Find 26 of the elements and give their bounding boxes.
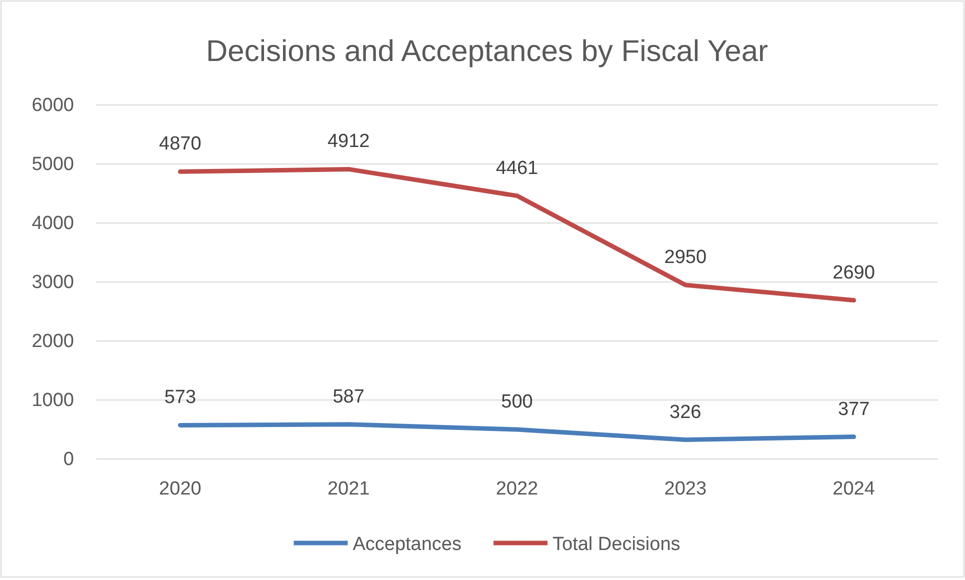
y-tick-label: 1000 xyxy=(32,390,74,412)
line-series xyxy=(178,422,856,442)
data-label: 587 xyxy=(332,386,364,408)
x-tick-label: 2021 xyxy=(327,478,370,500)
data-label: 4912 xyxy=(327,131,370,152)
data-label: 2950 xyxy=(664,246,707,268)
x-tick-label: 2022 xyxy=(496,478,538,500)
chart-title: Decisions and Acceptances by Fiscal Year xyxy=(206,35,768,68)
y-tick-label: 4000 xyxy=(32,213,74,234)
x-tick-label: 2023 xyxy=(664,478,707,500)
data-label: 573 xyxy=(164,387,196,408)
data-label: 2690 xyxy=(832,262,875,284)
x-tick-label: 2020 xyxy=(159,478,202,500)
y-tick-label: 2000 xyxy=(32,331,74,352)
data-label: 4870 xyxy=(159,134,202,155)
data-label: 500 xyxy=(501,392,533,412)
data-label: 377 xyxy=(838,398,870,420)
x-tick-label: 2024 xyxy=(832,478,876,500)
data-label: 326 xyxy=(670,402,702,423)
y-tick-label: 0 xyxy=(63,449,74,470)
legend-label: Total Decisions xyxy=(552,534,680,555)
y-tick-label: 6000 xyxy=(32,95,74,116)
legend-label: Acceptances xyxy=(352,534,462,555)
y-tick-label: 3000 xyxy=(32,272,74,294)
data-label: 4461 xyxy=(496,158,538,179)
y-tick-label: 5000 xyxy=(32,154,74,176)
